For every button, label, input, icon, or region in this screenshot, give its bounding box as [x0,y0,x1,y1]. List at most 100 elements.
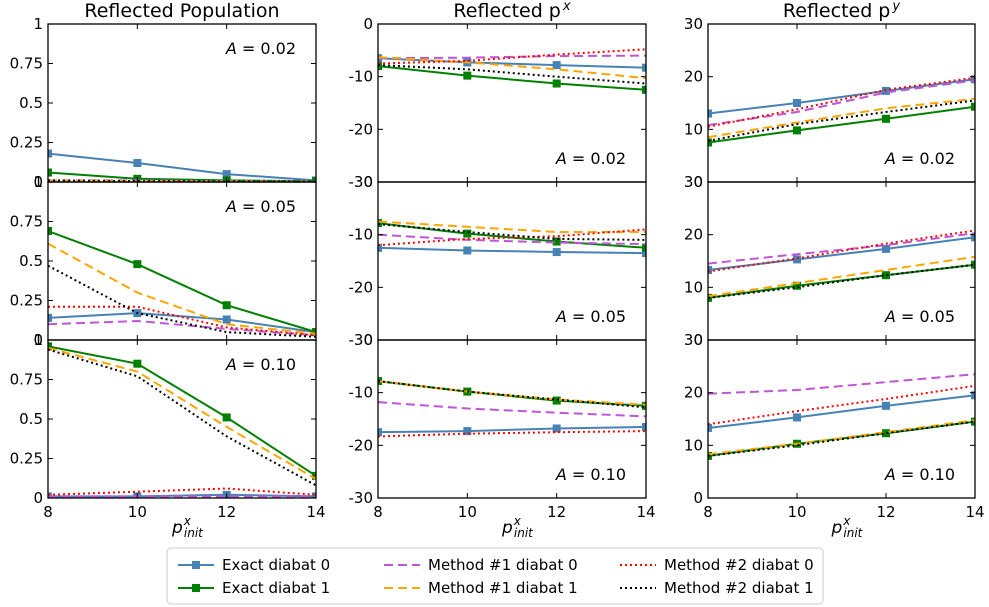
data-point [642,422,646,431]
series-line [378,220,646,233]
data-point [552,424,561,433]
y-tick-label: 0 [693,331,703,349]
series-line [378,54,646,60]
data-point [971,417,975,426]
series-line [378,56,646,80]
data-point [793,255,801,264]
legend-marker [192,584,200,592]
data-point [378,243,382,252]
x-tick-label: 14 [965,503,984,521]
data-point [971,391,975,400]
data-point [312,328,316,337]
y-tick-label: 0 [693,173,703,191]
y-tick-label: 0 [363,15,373,33]
data-point [552,396,561,405]
y-tick-label: 1 [33,15,43,33]
y-tick-label: 0.5 [19,410,43,428]
x-tick-label: 8 [373,503,383,521]
data-point [793,413,801,422]
data-point [378,219,382,228]
panel-frame [707,339,976,499]
data-point [133,159,142,168]
series-line [48,305,316,337]
annotation: A = 0.10 [884,465,955,484]
y-tick-label: 0.25 [10,134,43,152]
data-point [882,114,890,123]
series-line [48,242,316,335]
panel-r2-c1: -30 -20 -10 0 8 10 12 14 A = 0.10 [349,331,656,521]
y-tick-label: 30 [684,15,703,33]
legend-label: Method #1 diabat 1 [428,579,578,597]
legend-box [166,547,824,605]
panel-r0-c2: 0 10 20 30 A = 0.02 [684,15,976,191]
series-line [708,384,975,426]
y-tick-label: 10 [684,278,703,296]
legend-label: Method #2 diabat 1 [664,579,814,597]
series-line [708,373,975,395]
y-tick-label: 30 [684,173,703,191]
series-line [48,152,316,182]
x-tick-label: 12 [547,503,566,521]
data-point [971,260,975,269]
data-point [48,226,52,235]
series-line [378,222,646,249]
x-tick-label: 14 [636,503,655,521]
data-point [48,313,52,322]
y-tick-label: -10 [349,68,374,86]
panel-r0-c0: 0 0.25 0.5 0.75 1 A = 0.02 [10,15,317,191]
series-line [378,401,646,418]
series-line [708,229,975,273]
data-point [708,109,712,118]
series-line [378,380,646,406]
data-point [552,79,561,88]
y-tick-label: 0 [363,173,373,191]
x-tick-label: 12 [876,503,895,521]
data-point [552,248,561,257]
column-title: Reflected Population [84,0,279,22]
data-point [552,237,561,246]
legend-label: Exact diabat 1 [222,579,330,597]
y-tick-label: -30 [349,489,374,507]
x-tick-label: 8 [703,503,713,521]
y-tick-label: 10 [684,120,703,138]
series-line [378,65,646,91]
y-tick-label: -10 [349,384,374,402]
y-tick-label: -10 [349,226,374,244]
data-point [463,71,472,80]
data-point [971,233,975,242]
y-tick-label: -20 [349,436,374,454]
x-tick-label: 10 [128,503,147,521]
data-point [793,281,801,290]
y-tick-label: 0.5 [19,94,43,112]
data-point [971,75,975,84]
y-tick-label: 0 [363,331,373,349]
series-line [378,425,646,434]
panel-r2-c2: 0 10 20 30 8 10 12 14 A = 0.10 [684,331,985,521]
x-axis-label: px init [831,514,864,540]
y-tick-label: 0.25 [10,292,43,310]
y-tick-label: 0 [33,489,43,507]
legend-marker [192,561,200,569]
data-point [463,246,472,255]
data-point [552,61,561,70]
panel-r1-c2: 0 10 20 30 A = 0.05 [684,173,976,349]
annotation: A = 0.10 [225,355,296,374]
y-tick-label: 0.75 [10,371,43,389]
data-point [463,427,472,436]
legend-label: Exact diabat 0 [222,556,330,574]
panel-r0-c1: -30 -20 -10 0 A = 0.02 [349,15,647,191]
data-point [882,401,890,410]
x-tick-label: 12 [217,503,236,521]
data-point [642,401,646,410]
data-point [222,301,231,310]
series-line [48,312,316,334]
y-tick-label: -20 [349,278,374,296]
data-point [222,170,231,179]
data-point [48,149,52,158]
y-tick-label: -20 [349,120,374,138]
series-line [708,255,975,298]
annotation: A = 0.05 [225,197,296,216]
series-line [48,319,316,337]
